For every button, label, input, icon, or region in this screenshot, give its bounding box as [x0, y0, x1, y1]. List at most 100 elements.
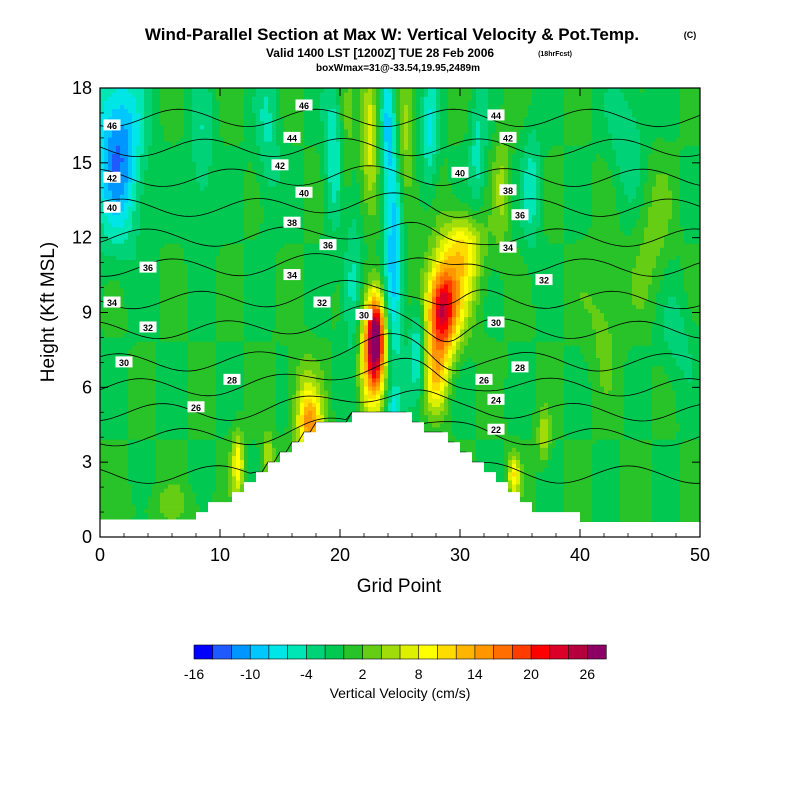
- heatmap-cell: [260, 324, 265, 330]
- heatmap-cell: [184, 316, 189, 322]
- heatmap-cell: [104, 418, 109, 424]
- heatmap-cell: [176, 312, 181, 318]
- heatmap-cell: [280, 373, 285, 379]
- heatmap-cell: [124, 108, 129, 114]
- heatmap-cell: [248, 279, 253, 285]
- heatmap-cell: [204, 173, 209, 179]
- heatmap-cell: [260, 255, 265, 261]
- heatmap-cell: [220, 390, 225, 395]
- heatmap-cell: [256, 394, 261, 399]
- heatmap-cell: [112, 279, 117, 285]
- heatmap-cell: [244, 190, 249, 195]
- heatmap-cell: [236, 104, 241, 110]
- heatmap-cell: [136, 471, 141, 477]
- heatmap-cell: [132, 104, 137, 110]
- heatmap-cell: [132, 153, 137, 158]
- heatmap-cell: [168, 177, 173, 183]
- heatmap-cell: [204, 234, 209, 240]
- heatmap-cell: [196, 181, 201, 187]
- heatmap-cell: [260, 230, 265, 236]
- heatmap-cell: [264, 181, 269, 187]
- heatmap-cell: [240, 263, 245, 269]
- heatmap-cell: [176, 381, 181, 387]
- heatmap-cell: [224, 194, 229, 199]
- heatmap-cell: [208, 426, 213, 432]
- heatmap-cell: [192, 324, 197, 330]
- heatmap-cell: [208, 226, 213, 232]
- heatmap-cell: [228, 222, 233, 228]
- heatmap-cell: [152, 353, 157, 358]
- heatmap-cell: [112, 230, 117, 236]
- heatmap-cell: [156, 247, 161, 252]
- heatmap-cell: [108, 475, 113, 481]
- heatmap-cell: [212, 406, 217, 412]
- heatmap-cell: [216, 434, 221, 440]
- heatmap-cell: [160, 426, 165, 432]
- heatmap-cell: [216, 394, 221, 399]
- heatmap-cell: [204, 116, 209, 122]
- heatmap-cell: [208, 373, 213, 379]
- heatmap-cell: [196, 214, 201, 220]
- heatmap-cell: [260, 116, 265, 122]
- heatmap-cell: [124, 255, 129, 261]
- heatmap-cell: [236, 169, 241, 175]
- heatmap-cell: [260, 132, 265, 138]
- heatmap-cell: [108, 455, 113, 461]
- heatmap-cell: [216, 145, 221, 150]
- heatmap-cell: [116, 312, 121, 318]
- heatmap-cell: [276, 132, 281, 138]
- heatmap-cell: [112, 471, 117, 477]
- heatmap-cell: [136, 492, 141, 497]
- heatmap-cell: [200, 341, 205, 346]
- heatmap-cell: [168, 504, 173, 510]
- heatmap-cell: [124, 292, 129, 297]
- heatmap-cell: [144, 508, 149, 514]
- heatmap-cell: [180, 492, 185, 497]
- heatmap-cell: [152, 288, 157, 293]
- heatmap-cell: [116, 275, 121, 281]
- heatmap-cell: [104, 430, 109, 436]
- heatmap-cell: [280, 410, 285, 416]
- heatmap-cell: [176, 304, 181, 310]
- heatmap-cell: [148, 459, 153, 465]
- heatmap-cell: [200, 488, 205, 493]
- heatmap-cell: [252, 255, 257, 261]
- heatmap-cell: [180, 283, 185, 289]
- heatmap-cell: [180, 149, 185, 154]
- heatmap-cell: [200, 349, 205, 354]
- heatmap-cell: [204, 341, 209, 346]
- heatmap-cell: [104, 496, 109, 501]
- heatmap-cell: [224, 451, 229, 456]
- heatmap-cell: [272, 120, 277, 126]
- heatmap-cell: [104, 357, 109, 363]
- heatmap-cell: [136, 463, 141, 469]
- heatmap-cell: [240, 479, 245, 485]
- heatmap-cell: [192, 447, 197, 452]
- heatmap-cell: [180, 500, 185, 505]
- heatmap-cell: [256, 300, 261, 305]
- heatmap-cell: [112, 153, 117, 158]
- heatmap-cell: [152, 194, 157, 199]
- heatmap-cell: [160, 504, 165, 510]
- heatmap-cell: [132, 185, 137, 191]
- heatmap-cell: [104, 292, 109, 297]
- heatmap-cell: [248, 124, 253, 130]
- heatmap-cell: [196, 332, 201, 338]
- heatmap-cell: [280, 443, 285, 448]
- heatmap-cell: [152, 173, 157, 179]
- heatmap-cell: [184, 459, 189, 465]
- heatmap-cell: [220, 234, 225, 240]
- heatmap-cell: [164, 271, 169, 277]
- heatmap-cell: [144, 190, 149, 195]
- heatmap-cell: [180, 414, 185, 420]
- heatmap-cell: [272, 169, 277, 175]
- heatmap-cell: [252, 308, 257, 314]
- heatmap-cell: [156, 316, 161, 322]
- heatmap-cell: [144, 418, 149, 424]
- heatmap-cell: [248, 300, 253, 305]
- heatmap-cell: [196, 492, 201, 497]
- heatmap-cell: [116, 434, 121, 440]
- heatmap-cell: [236, 336, 241, 342]
- heatmap-cell: [260, 157, 265, 163]
- heatmap-cell: [144, 230, 149, 236]
